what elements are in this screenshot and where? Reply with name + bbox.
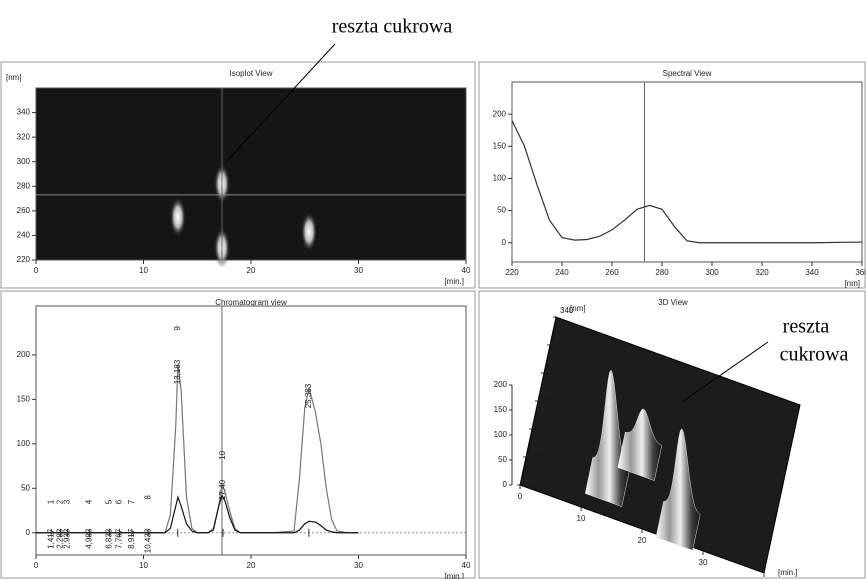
peak-label: 4,983 (85, 528, 94, 549)
peak-number: 1 (46, 499, 55, 504)
y-tick-label: 300 (17, 157, 31, 166)
x-tick-label: 10 (577, 514, 586, 523)
peak-label: 25,383 (304, 383, 313, 408)
x-tick-label: 10 (139, 561, 148, 570)
y-tick-label: 50 (497, 206, 506, 215)
x-axis-label: [nm] (844, 279, 860, 288)
page: Isoplot View0102030402202402602803003203… (0, 0, 866, 579)
x-tick-label: 30 (354, 561, 363, 570)
z-tick-label: 100 (494, 430, 508, 439)
y-tick-label: 50 (21, 483, 30, 492)
y-axis-label: [nm] (570, 304, 586, 313)
y-tick-label: 200 (493, 109, 507, 118)
x-tick-label: 40 (462, 561, 471, 570)
peak-label: 6,833 (105, 528, 114, 549)
x-tick-label: 300 (705, 268, 719, 277)
y-tick-label: 320 (554, 334, 568, 343)
peak-label: 2,933 (63, 528, 72, 549)
z-tick-label: 0 (503, 480, 508, 489)
y-tick-label: 100 (493, 174, 507, 183)
y-tick-label: 220 (524, 474, 538, 483)
x-tick-label: 320 (755, 268, 769, 277)
y-tick-label: 200 (17, 350, 31, 359)
plot-area (36, 88, 466, 260)
y-axis-label: [nm] (6, 73, 22, 82)
peak-label: 7,767 (115, 528, 124, 549)
x-tick-label: 30 (354, 266, 363, 275)
x-axis-label: [min.] (444, 572, 464, 579)
x-tick-label: 0 (34, 266, 39, 275)
annotation: reszta (783, 316, 830, 338)
x-tick-label: 10 (139, 266, 148, 275)
y-tick-label: 280 (17, 181, 31, 190)
peak-number: 6 (115, 499, 124, 504)
x-tick-label: 20 (247, 561, 256, 570)
x-axis-label: [min.] (444, 277, 464, 286)
x-tick-label: 220 (505, 268, 519, 277)
x-tick-label: 260 (605, 268, 619, 277)
z-tick-label: 150 (494, 405, 508, 414)
peak-number: 5 (105, 499, 114, 504)
z-tick-label: 50 (498, 455, 507, 464)
plot-area (512, 82, 862, 262)
annotation: cukrowa (780, 344, 849, 366)
plot-area (36, 306, 466, 555)
x-tick-label: 20 (247, 266, 256, 275)
y-tick-label: 150 (493, 141, 507, 150)
y-tick-label: 100 (17, 439, 31, 448)
peak-label: 1,417 (46, 528, 55, 549)
x-tick-label: 340 (805, 268, 819, 277)
y-tick-label: 260 (17, 206, 31, 215)
y-tick-label: 260 (536, 418, 550, 427)
peak-number: 8 (143, 495, 152, 500)
x-tick-label: 20 (638, 536, 647, 545)
peak-label: 8,917 (127, 528, 136, 549)
y-tick-label: 0 (502, 238, 507, 247)
chart-title: Isoplot View (230, 69, 273, 78)
x-tick-label: 360 (855, 268, 866, 277)
y-tick-label: 0 (26, 528, 31, 537)
chart-title: 3D View (658, 298, 688, 307)
x-tick-label: 240 (555, 268, 569, 277)
peak-number: 4 (85, 499, 94, 504)
spot (170, 197, 186, 237)
y-tick-label: 320 (17, 132, 31, 141)
y-tick-label: 150 (17, 394, 31, 403)
x-tick-label: 280 (655, 268, 669, 277)
x-tick-label: 0 (518, 492, 523, 501)
x-tick-label: 30 (699, 558, 708, 567)
x-axis-label: [min.] (778, 568, 798, 577)
chart-title: Spectral View (663, 69, 712, 78)
y-tick-label: 240 (530, 446, 544, 455)
spot (301, 212, 317, 252)
peak-label: 17,40 (218, 479, 227, 500)
y-tick-label: 280 (542, 390, 556, 399)
y-tick-label: 240 (17, 231, 31, 240)
peak-number: 7 (127, 499, 136, 504)
z-tick-label: 200 (494, 380, 508, 389)
x-tick-label: 0 (34, 561, 39, 570)
peak-label: 13,183 (173, 359, 182, 384)
y-tick-label: 340 (17, 108, 31, 117)
annotation: reszta cukrowa (332, 16, 453, 38)
y-tick-label: 220 (17, 255, 31, 264)
peak-number: 10 (218, 450, 227, 459)
peak-label: 10,433 (143, 528, 152, 553)
peak-number: 9 (173, 326, 182, 331)
screenshot: Isoplot View0102030402202402602803003203… (0, 0, 866, 579)
x-tick-label: 40 (462, 266, 471, 275)
peak-number: 3 (63, 499, 72, 504)
y-tick-label: 300 (548, 362, 562, 371)
